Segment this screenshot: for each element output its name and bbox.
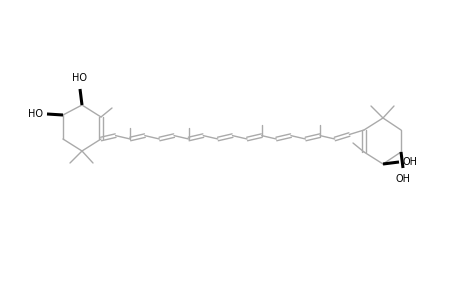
Text: OH: OH	[395, 174, 409, 184]
Text: HO: HO	[28, 109, 43, 119]
Text: OH: OH	[402, 157, 417, 167]
Text: HO: HO	[73, 73, 87, 83]
